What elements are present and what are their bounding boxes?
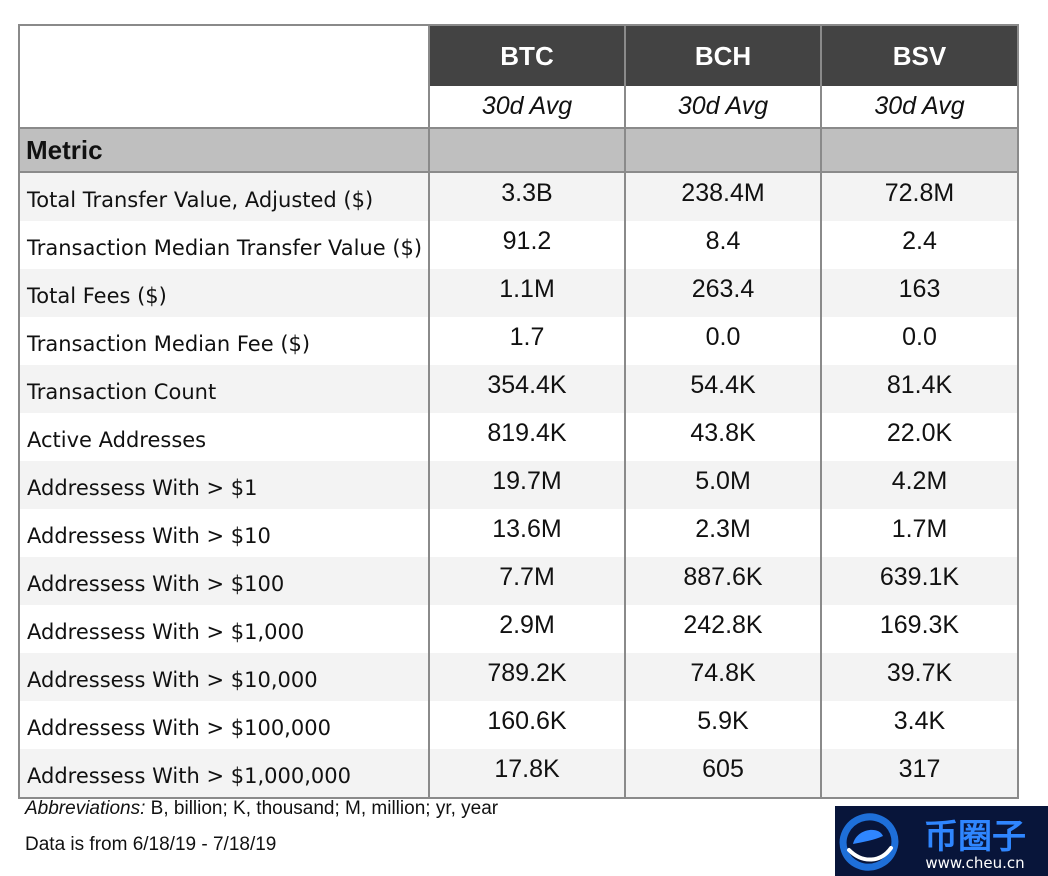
- row-label: Addressess With > $100: [18, 557, 429, 605]
- row-label: Addressess With > $10: [18, 509, 429, 557]
- table-row: Addressess With > $10,000 789.2K 74.8K 39.7…: [18, 653, 1019, 701]
- row-label: Transaction Median Fee ($): [18, 317, 429, 365]
- cell-value-btc: 354.4K: [428, 365, 625, 413]
- row-label: Transaction Count: [18, 365, 429, 413]
- cell-value-btc: 91.2: [428, 221, 625, 269]
- coin-header-row: BTC BCH BSV: [18, 24, 1019, 86]
- row-label: Addressess With > $10,000: [18, 653, 429, 701]
- row-label: Addressess With > $1,000: [18, 605, 429, 653]
- period-corner-cell: [18, 86, 429, 128]
- cell-value-bsv: 3.4K: [820, 701, 1019, 749]
- cell-value-bsv: 22.0K: [820, 413, 1019, 461]
- cell-value-bsv: 317: [820, 749, 1019, 799]
- abbreviations-key: Abbreviations:: [25, 798, 146, 819]
- cell-value-bch: 887.6K: [624, 557, 821, 605]
- metrics-table-container: BTC BCH BSV 30d Avg 30d Avg 30d Avg Metr…: [18, 24, 1019, 799]
- cell-value-bsv: 81.4K: [820, 365, 1019, 413]
- cell-value-bch: 263.4: [624, 269, 821, 317]
- e-logo-icon: [839, 813, 899, 871]
- row-label: Transaction Median Transfer Value ($): [18, 221, 429, 269]
- cell-value-bch: 74.8K: [624, 653, 821, 701]
- cell-value-bsv: 1.7M: [820, 509, 1019, 557]
- cell-value-btc: 1.7: [428, 317, 625, 365]
- table-row: Addressess With > $100,000 160.6K 5.9K 3.4K: [18, 701, 1019, 749]
- abbreviations-note: Abbreviations: B, billion; K, thousand; …: [25, 796, 498, 832]
- cell-value-bch: 605: [624, 749, 821, 799]
- coin-header-bch: BCH: [624, 24, 821, 86]
- table-row: Addressess With > $1,000,000 17.8K 605 317: [18, 749, 1019, 799]
- table-row: Active Addresses 819.4K 43.8K 22.0K: [18, 413, 1019, 461]
- cell-value-bch: 5.0M: [624, 461, 821, 509]
- cell-value-btc: 819.4K: [428, 413, 625, 461]
- cell-value-btc: 160.6K: [428, 701, 625, 749]
- cell-value-btc: 789.2K: [428, 653, 625, 701]
- cell-value-bsv: 163: [820, 269, 1019, 317]
- cell-value-bch: 238.4M: [624, 171, 821, 221]
- table-row: Addressess With > $1,000 2.9M 242.8K 169.3K: [18, 605, 1019, 653]
- cell-value-bch: 5.9K: [624, 701, 821, 749]
- cell-value-btc: 17.8K: [428, 749, 625, 799]
- cell-value-bch: 43.8K: [624, 413, 821, 461]
- row-label: Total Transfer Value, Adjusted ($): [18, 171, 429, 221]
- row-label: Addressess With > $1: [18, 461, 429, 509]
- cell-value-btc: 3.3B: [428, 171, 625, 221]
- metric-section-blank: [820, 127, 1019, 172]
- table-row: Transaction Count 354.4K 54.4K 81.4K: [18, 365, 1019, 413]
- cell-value-bsv: 169.3K: [820, 605, 1019, 653]
- metrics-table: BTC BCH BSV 30d Avg 30d Avg 30d Avg Metr…: [18, 24, 1019, 799]
- watermark-graphic: 币圈子 www.cheu.cn: [839, 813, 1026, 872]
- cell-value-bch: 242.8K: [624, 605, 821, 653]
- cell-value-bsv: 39.7K: [820, 653, 1019, 701]
- table-row: Total Transfer Value, Adjusted ($) 3.3B 23…: [18, 171, 1019, 221]
- footnotes: Abbreviations: B, billion; K, thousand; …: [25, 796, 498, 868]
- cell-value-bsv: 2.4: [820, 221, 1019, 269]
- table-row: Transaction Median Transfer Value ($) 91.…: [18, 221, 1019, 269]
- cell-value-bsv: 0.0: [820, 317, 1019, 365]
- cell-value-bsv: 72.8M: [820, 171, 1019, 221]
- date-range-note: Data is from 6/18/19 - 7/18/19: [25, 834, 277, 855]
- table-row: Transaction Median Fee ($) 1.7 0.0 0.0: [18, 317, 1019, 365]
- cell-value-bch: 54.4K: [624, 365, 821, 413]
- period-header-bch: 30d Avg: [624, 86, 821, 128]
- table-row: Addressess With > $1 19.7M 5.0M 4.2M: [18, 461, 1019, 509]
- cell-value-btc: 7.7M: [428, 557, 625, 605]
- metric-section-label: Metric: [18, 127, 429, 172]
- watermark-name: 币圈子: [924, 817, 1026, 857]
- table-row: Total Fees ($) 1.1M 263.4 163: [18, 269, 1019, 317]
- row-label: Addressess With > $1,000,000: [18, 749, 429, 799]
- period-header-bsv: 30d Avg: [820, 86, 1019, 128]
- metric-section-blank: [428, 127, 625, 172]
- table-row: Addressess With > $10 13.6M 2.3M 1.7M: [18, 509, 1019, 557]
- cell-value-btc: 2.9M: [428, 605, 625, 653]
- row-label: Addressess With > $100,000: [18, 701, 429, 749]
- cell-value-bch: 0.0: [624, 317, 821, 365]
- period-header-row: 30d Avg 30d Avg 30d Avg: [18, 86, 1019, 128]
- cell-value-btc: 13.6M: [428, 509, 625, 557]
- abbreviations-text: B, billion; K, thousand; M, million; yr,…: [145, 798, 499, 819]
- cell-value-bsv: 639.1K: [820, 557, 1019, 605]
- table-row: Addressess With > $100 7.7M 887.6K 639.1K: [18, 557, 1019, 605]
- coin-header-bsv: BSV: [820, 24, 1019, 86]
- cell-value-bsv: 4.2M: [820, 461, 1019, 509]
- period-header-btc: 30d Avg: [428, 86, 625, 128]
- metric-section-row: Metric: [18, 127, 1019, 172]
- watermark-url: www.cheu.cn: [925, 854, 1024, 872]
- coin-header-btc: BTC: [428, 24, 625, 86]
- cell-value-bch: 8.4: [624, 221, 821, 269]
- metric-section-blank: [624, 127, 821, 172]
- row-label: Active Addresses: [18, 413, 429, 461]
- cell-value-bch: 2.3M: [624, 509, 821, 557]
- cell-value-btc: 19.7M: [428, 461, 625, 509]
- header-corner-cell: [18, 24, 429, 86]
- cell-value-btc: 1.1M: [428, 269, 625, 317]
- row-label: Total Fees ($): [18, 269, 429, 317]
- watermark-logo: 币圈子 www.cheu.cn: [835, 806, 1048, 876]
